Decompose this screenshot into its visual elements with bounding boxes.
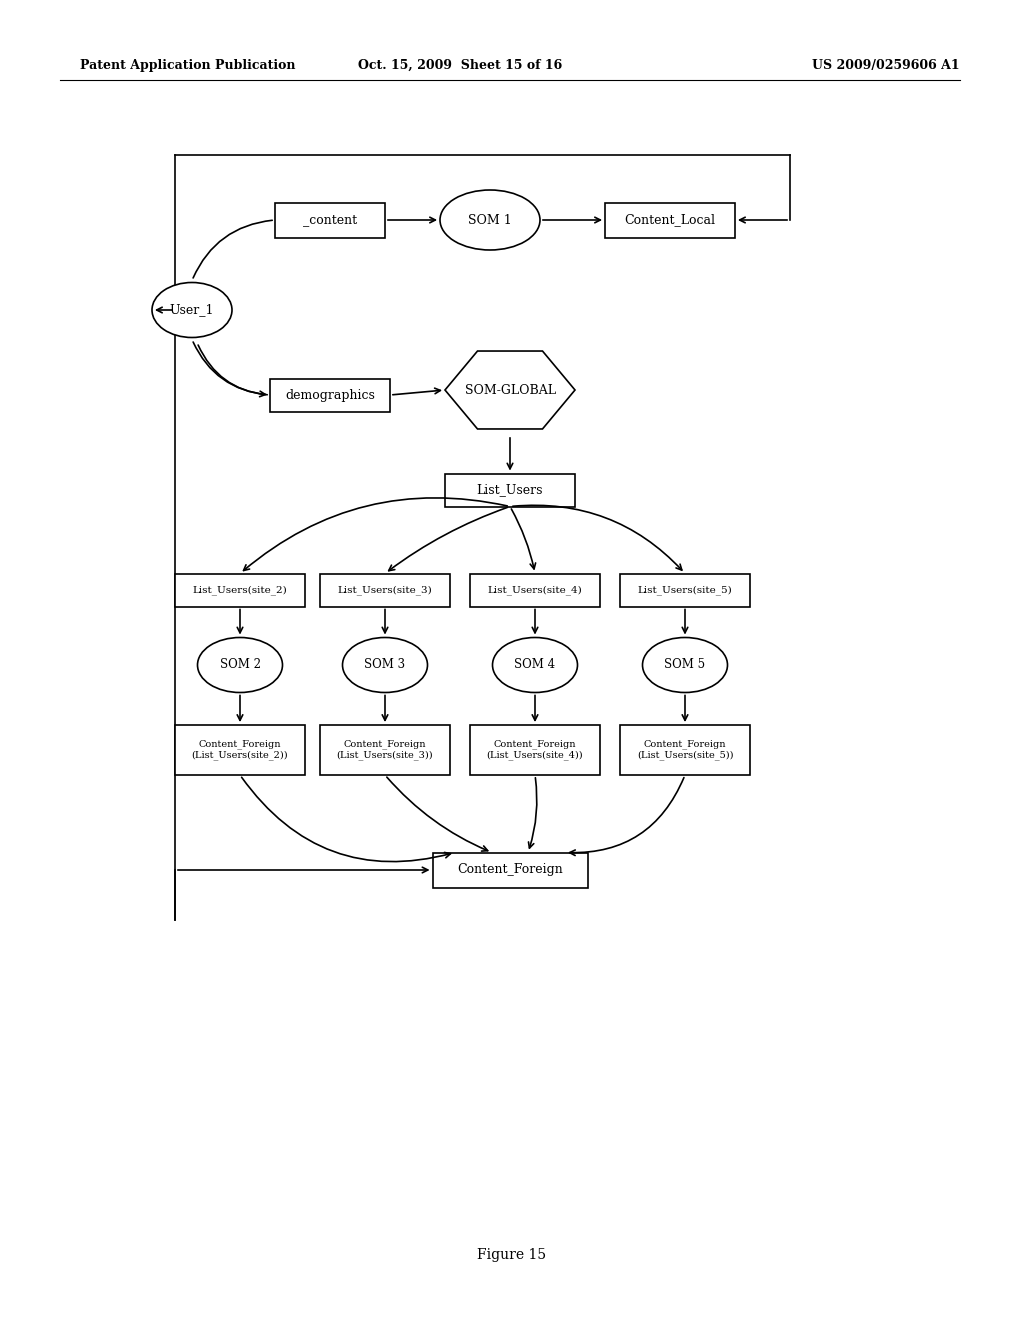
Ellipse shape bbox=[642, 638, 727, 693]
Text: SOM 1: SOM 1 bbox=[468, 214, 512, 227]
Polygon shape bbox=[445, 351, 575, 429]
Text: demographics: demographics bbox=[285, 388, 375, 401]
Bar bbox=[445, 474, 575, 507]
Text: List_Users(site_3): List_Users(site_3) bbox=[338, 585, 432, 595]
Text: Figure 15: Figure 15 bbox=[477, 1247, 547, 1262]
Text: Content_Local: Content_Local bbox=[625, 214, 716, 227]
Bar bbox=[470, 725, 600, 775]
Bar bbox=[470, 573, 600, 606]
Text: Oct. 15, 2009  Sheet 15 of 16: Oct. 15, 2009 Sheet 15 of 16 bbox=[357, 58, 562, 71]
Text: Content_Foreign
(List_Users(site_4)): Content_Foreign (List_Users(site_4)) bbox=[486, 739, 584, 760]
Bar bbox=[605, 202, 735, 238]
Text: US 2009/0259606 A1: US 2009/0259606 A1 bbox=[812, 58, 961, 71]
Text: SOM 3: SOM 3 bbox=[365, 659, 406, 672]
Text: Content_Foreign
(List_Users(site_3)): Content_Foreign (List_Users(site_3)) bbox=[337, 739, 433, 760]
Bar bbox=[319, 725, 450, 775]
Bar bbox=[319, 573, 450, 606]
Bar bbox=[620, 725, 750, 775]
Text: List_Users(site_5): List_Users(site_5) bbox=[638, 585, 732, 595]
Text: SOM 2: SOM 2 bbox=[219, 659, 260, 672]
Ellipse shape bbox=[342, 638, 427, 693]
Text: List_Users: List_Users bbox=[477, 483, 544, 496]
Ellipse shape bbox=[493, 638, 578, 693]
Bar bbox=[432, 853, 588, 887]
Text: SOM 5: SOM 5 bbox=[665, 659, 706, 672]
Ellipse shape bbox=[152, 282, 232, 338]
Text: Content_Foreign
(List_Users(site_2)): Content_Foreign (List_Users(site_2)) bbox=[191, 739, 289, 760]
Bar bbox=[175, 573, 305, 606]
Text: User_1: User_1 bbox=[170, 304, 214, 317]
Ellipse shape bbox=[198, 638, 283, 693]
Bar bbox=[270, 379, 390, 412]
Text: SOM-GLOBAL: SOM-GLOBAL bbox=[465, 384, 555, 396]
Text: List_Users(site_2): List_Users(site_2) bbox=[193, 585, 288, 595]
Text: Patent Application Publication: Patent Application Publication bbox=[80, 58, 296, 71]
Bar bbox=[175, 725, 305, 775]
Text: SOM 4: SOM 4 bbox=[514, 659, 556, 672]
Text: List_Users(site_4): List_Users(site_4) bbox=[487, 585, 583, 595]
Bar bbox=[275, 202, 385, 238]
Ellipse shape bbox=[440, 190, 540, 249]
Text: Content_Foreign: Content_Foreign bbox=[457, 863, 563, 876]
Text: _content: _content bbox=[303, 214, 357, 227]
Bar bbox=[620, 573, 750, 606]
Text: Content_Foreign
(List_Users(site_5)): Content_Foreign (List_Users(site_5)) bbox=[637, 739, 733, 760]
